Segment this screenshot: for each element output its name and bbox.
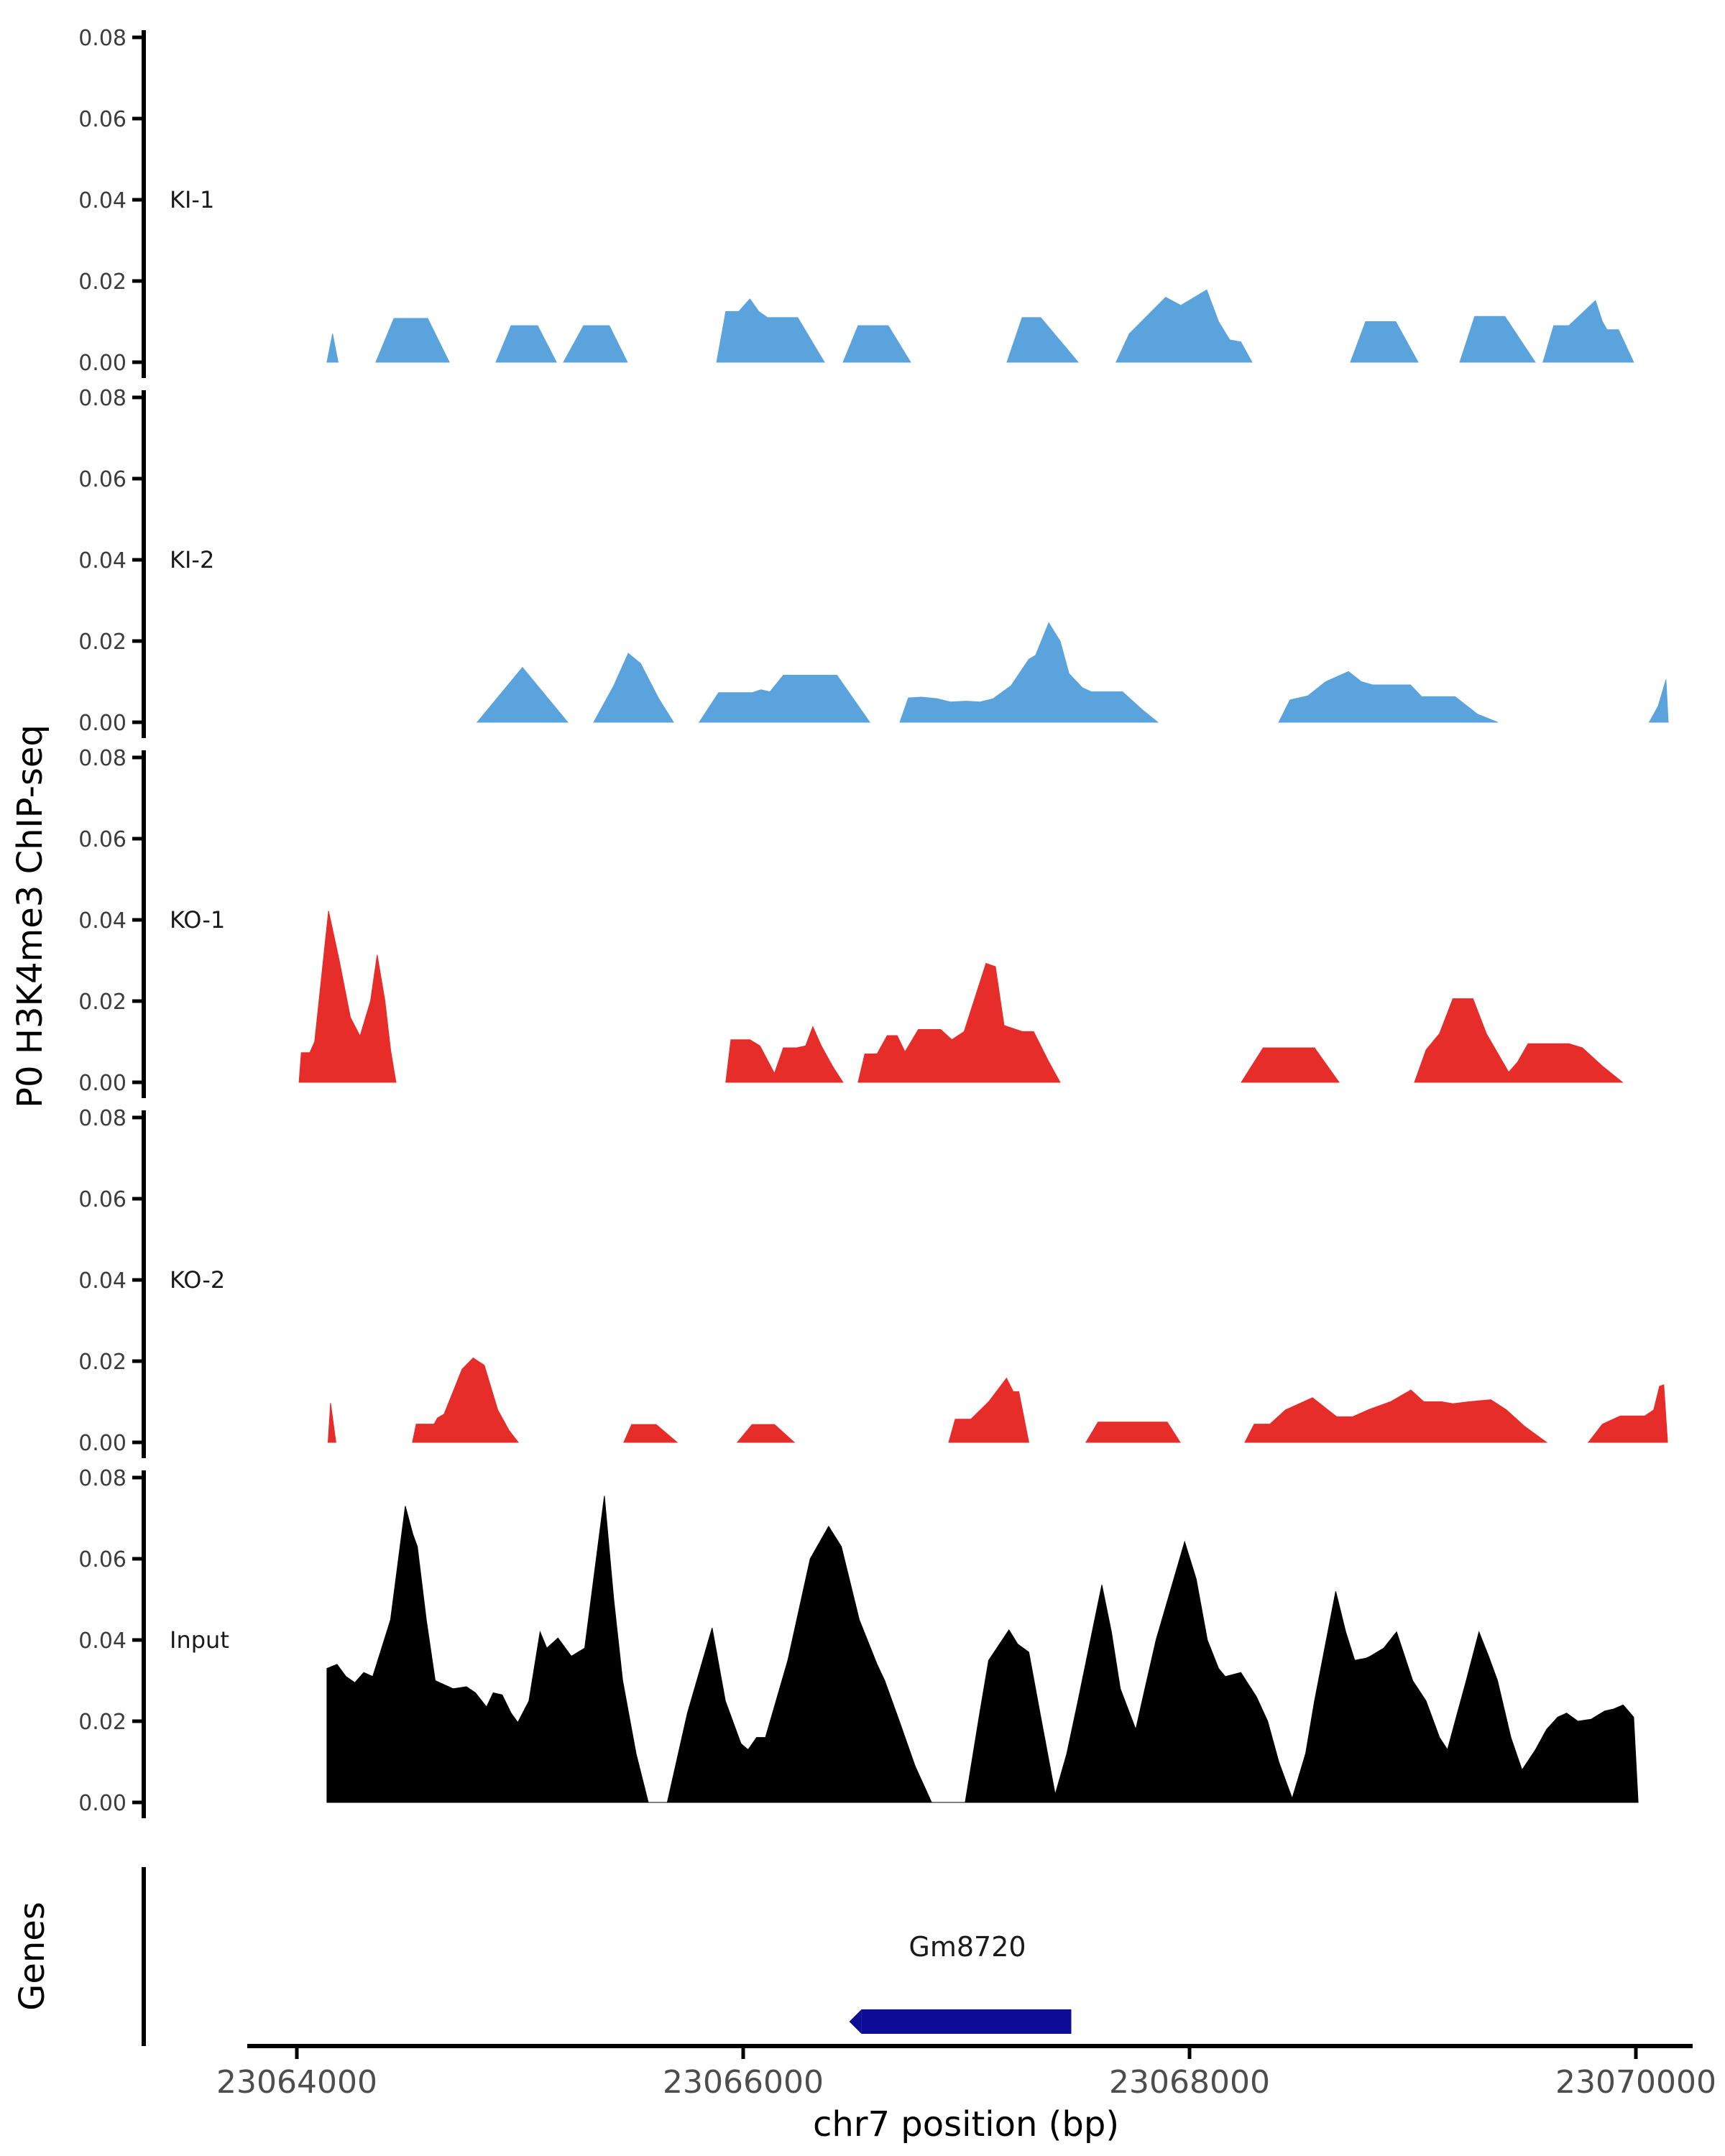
y-tick-label: 0.04 xyxy=(78,1628,126,1654)
track-label-KI-2: KI-2 xyxy=(170,546,214,573)
track-area-KI-1 xyxy=(716,298,825,363)
y-tick-label: 0.02 xyxy=(78,630,126,655)
y-tick-label: 0.02 xyxy=(78,270,126,295)
track-area-KO-2 xyxy=(736,1424,796,1443)
y-tick-label: 0.06 xyxy=(78,1187,126,1212)
track-area-KI-1 xyxy=(1542,300,1634,363)
y-tick-label: 0.06 xyxy=(78,467,126,492)
track-area-KO-2 xyxy=(1244,1389,1548,1443)
y-tick-label: 0.04 xyxy=(78,1268,126,1294)
y-tick-label: 0.00 xyxy=(78,711,126,736)
y-tick-label: 0.08 xyxy=(78,26,126,51)
track-area-KI-2 xyxy=(1278,671,1498,723)
track-area-KI-2 xyxy=(593,653,675,723)
x-tick-label: 23066000 xyxy=(663,2064,824,2101)
y-tick-label: 0.06 xyxy=(78,107,126,132)
track-area-KI-1 xyxy=(326,333,339,363)
gene-glyph: Gm8720 xyxy=(849,1931,1072,2034)
track-area-KI-2 xyxy=(899,622,1159,723)
track-area-KI-1 xyxy=(1116,289,1253,363)
track-area-KO-2 xyxy=(623,1424,678,1443)
track-area-KI-1 xyxy=(1006,317,1080,363)
track-area-KO-1 xyxy=(857,962,1061,1083)
gene-body-bar xyxy=(861,2009,1072,2034)
track-area-KI-1 xyxy=(1459,315,1536,363)
x-axis-title: chr7 position (bp) xyxy=(813,2104,1119,2145)
track-area-KI-1 xyxy=(495,325,557,363)
y-tick-label: 0.04 xyxy=(78,908,126,934)
x-tick-label: 23064000 xyxy=(216,2064,377,2101)
track-area-KI-1 xyxy=(842,325,911,363)
y-tick-label: 0.02 xyxy=(78,1350,126,1375)
track-area-KO-1 xyxy=(298,911,397,1083)
y-tick-label: 0.00 xyxy=(78,1431,126,1456)
y-tick-label: 0.08 xyxy=(78,746,126,771)
track-area-KO-2 xyxy=(327,1403,336,1443)
y-tick-label: 0.08 xyxy=(78,1466,126,1491)
track-area-KI-2 xyxy=(698,675,871,723)
y-tick-label: 0.02 xyxy=(78,1710,126,1735)
y-tick-label: 0.06 xyxy=(78,827,126,852)
track-area-KO-1 xyxy=(725,1026,844,1083)
track-label-KO-1: KO-1 xyxy=(170,906,225,934)
y-tick-label: 0.00 xyxy=(78,351,126,376)
y-tick-label: 0.04 xyxy=(78,548,126,573)
x-tick-label: 23068000 xyxy=(1109,2064,1270,2101)
track-area-KI-2 xyxy=(476,666,569,723)
y-tick-label: 0.02 xyxy=(78,990,126,1015)
track-area-KO-2 xyxy=(412,1357,520,1443)
track-area-KI-2 xyxy=(1648,679,1669,723)
track-label-KO-2: KO-2 xyxy=(170,1266,225,1294)
y-tick-label: 0.00 xyxy=(78,1791,126,1816)
track-area-KI-1 xyxy=(563,325,628,363)
track-area-KO-2 xyxy=(1085,1422,1181,1443)
track-area-Input xyxy=(326,1496,1639,1803)
track-label-Input: Input xyxy=(170,1626,229,1654)
genes-panel-label: Genes xyxy=(12,1902,52,2011)
y-tick-label: 0.06 xyxy=(78,1547,126,1572)
y-tick-label: 0.00 xyxy=(78,1071,126,1096)
x-tick-label: 23070000 xyxy=(1555,2064,1716,2101)
track-area-KI-1 xyxy=(1350,321,1419,363)
gene-name-label: Gm8720 xyxy=(908,1931,1026,1963)
track-area-KO-2 xyxy=(948,1377,1030,1443)
track-area-KO-2 xyxy=(1587,1384,1668,1443)
y-tick-label: 0.08 xyxy=(78,386,126,411)
track-area-KI-1 xyxy=(375,318,450,363)
gene-strand-arrow-icon xyxy=(849,2009,862,2034)
y-axis-title: P0 H3K4me3 ChIP-seq xyxy=(10,724,50,1108)
track-label-KI-1: KI-1 xyxy=(170,186,214,213)
track-area-KO-1 xyxy=(1414,998,1624,1083)
y-tick-label: 0.08 xyxy=(78,1106,126,1131)
y-tick-label: 0.04 xyxy=(78,188,126,213)
generated-tracks: 0.00 0.02 0.04 0.06 0.08 KI-1 0.00 0.02 0.04 0.06… xyxy=(78,26,1716,2101)
track-area-KO-1 xyxy=(1241,1047,1340,1083)
